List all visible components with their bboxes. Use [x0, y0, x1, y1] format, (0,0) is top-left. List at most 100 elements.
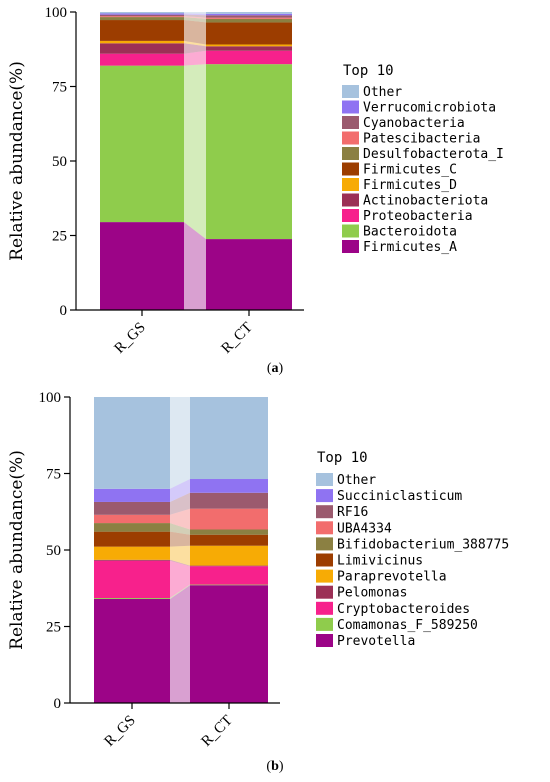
y-tick-label: 0: [60, 303, 68, 319]
legend-swatch-other: [342, 85, 359, 98]
bar-segment-r_ct-firmicutes_d: [206, 44, 292, 47]
y-tick-label: 75: [52, 80, 67, 96]
legend-swatch-firmicutes_c: [342, 162, 359, 176]
legend-swatch-patescibacteria: [342, 131, 359, 145]
band-pelomonas: [170, 559, 190, 567]
legend-swatch-firmicutes_a: [342, 240, 359, 253]
bar-segment-r_gs-cryptobacteroides: [94, 560, 170, 599]
legend-swatch-comamonas_f_589250: [316, 617, 333, 631]
y-axis-label: Relative abundance(%): [7, 61, 27, 261]
band-other: [170, 397, 190, 489]
bar-segment-r_gs-pelomonas: [94, 559, 170, 561]
legend-label-proteobacteria: Proteobacteria: [363, 209, 473, 224]
legend-swatch-prevotella: [316, 634, 333, 647]
bar-segment-r_gs-cyanobacteria: [100, 14, 184, 17]
panel-caption: (b): [266, 759, 283, 774]
y-tick-label: 100: [45, 5, 68, 21]
legend-label-bifidobacterium_388775: Bifidobacterium_388775: [337, 537, 509, 552]
bar-segment-r_ct-pelomonas: [190, 565, 268, 567]
bar-segment-r_gs-firmicutes_c: [100, 20, 184, 41]
legend-label-uba4334: UBA4334: [337, 521, 392, 536]
y-tick-label: 100: [39, 390, 62, 406]
bar-segment-r_ct-prevotella: [190, 585, 268, 703]
bar-segment-r_gs-paraprevotella: [94, 546, 170, 560]
legend-swatch-proteobacteria: [342, 209, 359, 222]
legend-label-desulfobacterota_i: Desulfobacterota_I: [363, 147, 504, 162]
legend-swatch-actinobacteriota: [342, 193, 359, 207]
legend-label-comamonas_f_589250: Comamonas_F_589250: [337, 618, 478, 633]
bar-segment-r_gs-desulfobacterota_i: [100, 17, 184, 21]
band-uba4334: [170, 508, 190, 530]
bar-segment-r_gs-bifidobacterium_388775: [94, 523, 170, 532]
band-other: [184, 12, 206, 14]
legend-swatch-other: [316, 473, 333, 486]
bar-segment-r_ct-paraprevotella: [190, 545, 268, 566]
bar-segment-r_gs-other: [100, 12, 184, 14]
bar-segment-r_gs-rf16: [94, 501, 170, 515]
band-proteobacteria: [184, 50, 206, 66]
band-paraprevotella: [170, 545, 190, 566]
legend-label-other: Other: [337, 473, 376, 488]
legend-swatch-bifidobacterium_388775: [316, 537, 333, 551]
legend-label-cryptobacteroides: Cryptobacteroides: [337, 602, 470, 617]
band-bacteroidota: [184, 64, 206, 240]
bar-segment-r_ct-proteobacteria: [206, 50, 292, 65]
bar-segment-r_ct-uba4334: [190, 508, 268, 530]
bar-segment-r_ct-other: [206, 12, 292, 14]
legend-label-pelomonas: Pelomonas: [337, 586, 407, 601]
x-tick-label: R_GS: [102, 713, 139, 750]
y-tick-label: 50: [52, 154, 67, 170]
bar-segment-r_ct-desulfobacterota_i: [206, 18, 292, 23]
legend-swatch-pelomonas: [316, 585, 333, 599]
legend-swatch-cyanobacteria: [342, 116, 359, 129]
y-tick-label: 0: [54, 696, 62, 712]
bar-segment-r_ct-other: [190, 397, 268, 480]
legend-swatch-desulfobacterota_i: [342, 147, 359, 160]
legend-swatch-bacteroidota: [342, 224, 359, 238]
band-firmicutes_c: [184, 20, 206, 45]
bar-segment-r_ct-bacteroidota: [206, 64, 292, 240]
legend-swatch-cryptobacteroides: [316, 601, 333, 615]
bar-segment-r_gs-other: [94, 397, 170, 489]
legend-swatch-limivicinus: [316, 553, 333, 567]
legend-label-limivicinus: Limivicinus: [337, 554, 423, 569]
bar-segment-r_ct-cyanobacteria: [206, 15, 292, 18]
band-comamonas_f_589250: [170, 584, 190, 599]
bar-segment-r_ct-rf16: [190, 492, 268, 509]
bar-segment-r_ct-firmicutes_a: [206, 239, 292, 310]
bar-segment-r_gs-verrucomicrobiota: [100, 13, 184, 15]
legend-label-paraprevotella: Paraprevotella: [337, 570, 447, 585]
legend-label-patescibacteria: Patescibacteria: [363, 132, 480, 147]
bar-segment-r_gs-proteobacteria: [100, 53, 184, 66]
bar-segment-r_ct-patescibacteria: [206, 17, 292, 19]
bar-segment-r_ct-limivicinus: [190, 534, 268, 546]
legend-title: Top 10: [317, 450, 368, 466]
bar-segment-r_gs-bacteroidota: [100, 65, 184, 223]
bar-segment-r_ct-actinobacteriota: [206, 46, 292, 51]
legend-label-other: Other: [363, 85, 402, 100]
bar-segment-r_gs-firmicutes_d: [100, 40, 184, 44]
bar-segment-r_gs-actinobacteriota: [100, 43, 184, 54]
legend-swatch-verrucomicrobiota: [342, 100, 359, 114]
bar-segment-r_gs-limivicinus: [94, 531, 170, 547]
chart-panel-a: 0 25 50 75 100 R_GS R_CT Relative abundance(%) T…: [7, 5, 504, 376]
band-firmicutes_a: [184, 222, 206, 310]
band-limivicinus: [170, 531, 190, 547]
legend: Top 10 OtherSucciniclasticumRF16UBA4334Bi…: [316, 450, 509, 649]
bar-segment-r_ct-succiniclasticum: [190, 479, 268, 493]
band-bifidobacterium_388775: [170, 523, 190, 535]
legend-label-bacteroidota: Bacteroidota: [363, 225, 457, 240]
band-desulfobacterota_i: [184, 17, 206, 23]
legend-label-actinobacteriota: Actinobacteriota: [363, 194, 488, 209]
band-cryptobacteroides: [170, 560, 190, 599]
band-prevotella: [170, 585, 190, 703]
bar-segment-r_gs-patescibacteria: [100, 16, 184, 18]
bar-segment-r_gs-prevotella: [94, 598, 170, 703]
legend-label-prevotella: Prevotella: [337, 634, 415, 649]
bar-segment-r_gs-uba4334: [94, 514, 170, 524]
legend-swatch-firmicutes_d: [342, 178, 359, 191]
legend-label-firmicutes_a: Firmicutes_A: [363, 240, 457, 255]
legend-swatch-uba4334: [316, 521, 333, 535]
legend-label-firmicutes_d: Firmicutes_D: [363, 178, 457, 193]
